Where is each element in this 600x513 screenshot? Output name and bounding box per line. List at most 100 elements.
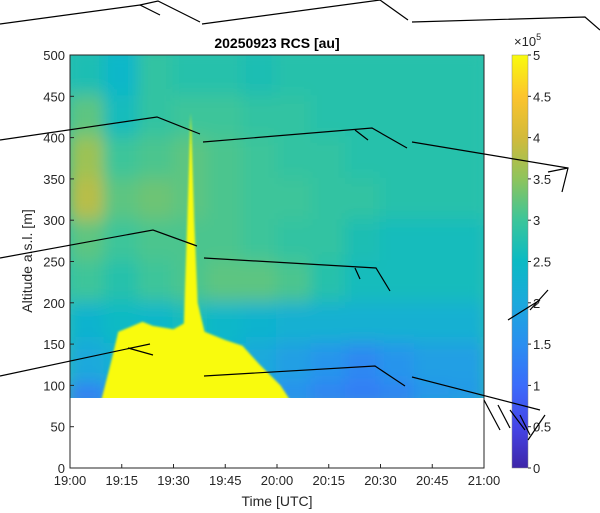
heatmap-cell [276, 177, 313, 222]
heatmap-cell [70, 260, 106, 304]
heatmap-cell [414, 219, 451, 263]
wind-barb [547, 167, 569, 173]
x-tick-label: 19:45 [209, 473, 242, 488]
heatmap-cell [414, 95, 451, 139]
heatmap-cell [448, 301, 484, 346]
heatmap-cell [310, 55, 347, 98]
heatmap-cell [448, 343, 484, 387]
wind-barb [509, 409, 526, 431]
wind-barb [354, 129, 369, 141]
heatmap-cell [345, 177, 382, 222]
x-tick-label: 19:00 [54, 473, 87, 488]
heatmap-cell [103, 260, 140, 304]
y-tick-label: 150 [43, 337, 65, 352]
heatmap-cell [448, 136, 484, 180]
y-tick-label: 50 [51, 420, 65, 435]
heatmap-cell [310, 177, 347, 222]
y-tick-label: 500 [43, 48, 65, 63]
y-tick-label: 450 [43, 89, 65, 104]
x-axis-label: Time [UTC] [241, 493, 312, 509]
heatmap-cell [276, 301, 313, 346]
heatmap-cell [379, 177, 416, 222]
colorbar-tick-label: 4.5 [533, 89, 551, 104]
heatmap-cell [345, 301, 382, 346]
heatmap-cell [379, 219, 416, 263]
heatmap-cell [414, 343, 451, 387]
wind-barb [529, 289, 549, 311]
heatmap-cell [103, 55, 140, 98]
heatmap-cell [70, 177, 106, 222]
heatmap-cell [379, 301, 416, 346]
heatmap-cell [138, 177, 175, 222]
heatmap-cell [207, 136, 244, 180]
heatmap-cell [379, 343, 416, 387]
heatmap-cell [448, 177, 484, 222]
wind-barb [411, 16, 600, 31]
wind-barb [527, 414, 546, 441]
y-tick-label: 200 [43, 296, 65, 311]
heatmap-cell [276, 55, 313, 98]
wind-barb [0, 229, 198, 259]
heatmap-cell [70, 55, 106, 98]
heatmap-cell [241, 136, 278, 180]
colorbar-tick-label: 1 [533, 378, 540, 393]
colorbar-exponent: ×105 [514, 32, 541, 49]
heatmap-cell [448, 219, 484, 263]
heatmap-cell [414, 260, 451, 304]
wind-barb [139, 0, 201, 23]
heatmap-cell [207, 95, 244, 139]
heatmap-cell [345, 95, 382, 139]
wind-barb [203, 365, 406, 387]
heatmap-cell [70, 219, 106, 263]
heatmap-cell [241, 55, 278, 98]
colorbar-tick-label: 4 [533, 131, 540, 146]
heatmap-cell [276, 343, 313, 387]
colorbar-tick-label: 3.5 [533, 172, 551, 187]
heatmap-cell [70, 343, 106, 387]
chart-title: 20250923 RCS [au] [214, 35, 339, 51]
wind-barb [354, 267, 361, 280]
x-tick-label: 19:30 [157, 473, 190, 488]
colorbar-tick-label: 3 [533, 213, 540, 228]
wind-barb [202, 127, 408, 149]
saturated-region [101, 112, 289, 398]
heatmap-cell [138, 55, 175, 98]
heatmap-cell [345, 384, 382, 398]
heatmap-cell [241, 95, 278, 139]
heatmap-cell [276, 95, 313, 139]
heatmap-cell [379, 260, 416, 304]
heatmap-cell [448, 95, 484, 139]
heatmap-cell [172, 55, 209, 98]
heatmap-cell [207, 55, 244, 98]
heatmap-cell [70, 301, 106, 346]
wind-barb [203, 257, 391, 292]
heatmap-cell [310, 260, 347, 304]
heatmap-cell [310, 384, 347, 398]
heatmap-cell [414, 301, 451, 346]
heatmap-cell [345, 343, 382, 387]
heatmap-cell [241, 260, 278, 304]
heatmap-cell [207, 260, 244, 304]
heatmap-cell [138, 260, 175, 304]
heatmap-cell [276, 136, 313, 180]
heatmap-cell [379, 136, 416, 180]
x-tick-label: 19:15 [105, 473, 138, 488]
y-tick-label: 0 [58, 461, 65, 476]
heatmap-area [70, 55, 484, 398]
wind-barbs [0, 0, 600, 441]
y-axis-label: Altitude a.s.l. [m] [19, 209, 35, 312]
heatmap-cell [103, 177, 140, 222]
y-tick-label: 300 [43, 213, 65, 228]
heatmap-cell [241, 219, 278, 263]
heatmap-cell [103, 136, 140, 180]
heatmap-cell [276, 260, 313, 304]
heatmap-cell [70, 384, 106, 398]
heatmap-cell [310, 343, 347, 387]
heatmap-cell [448, 260, 484, 304]
heatmap-cell [379, 384, 416, 398]
heatmap-cell [207, 177, 244, 222]
heatmap-cell [310, 301, 347, 346]
heatmap-cell [138, 136, 175, 180]
heatmap-cell [414, 55, 451, 98]
